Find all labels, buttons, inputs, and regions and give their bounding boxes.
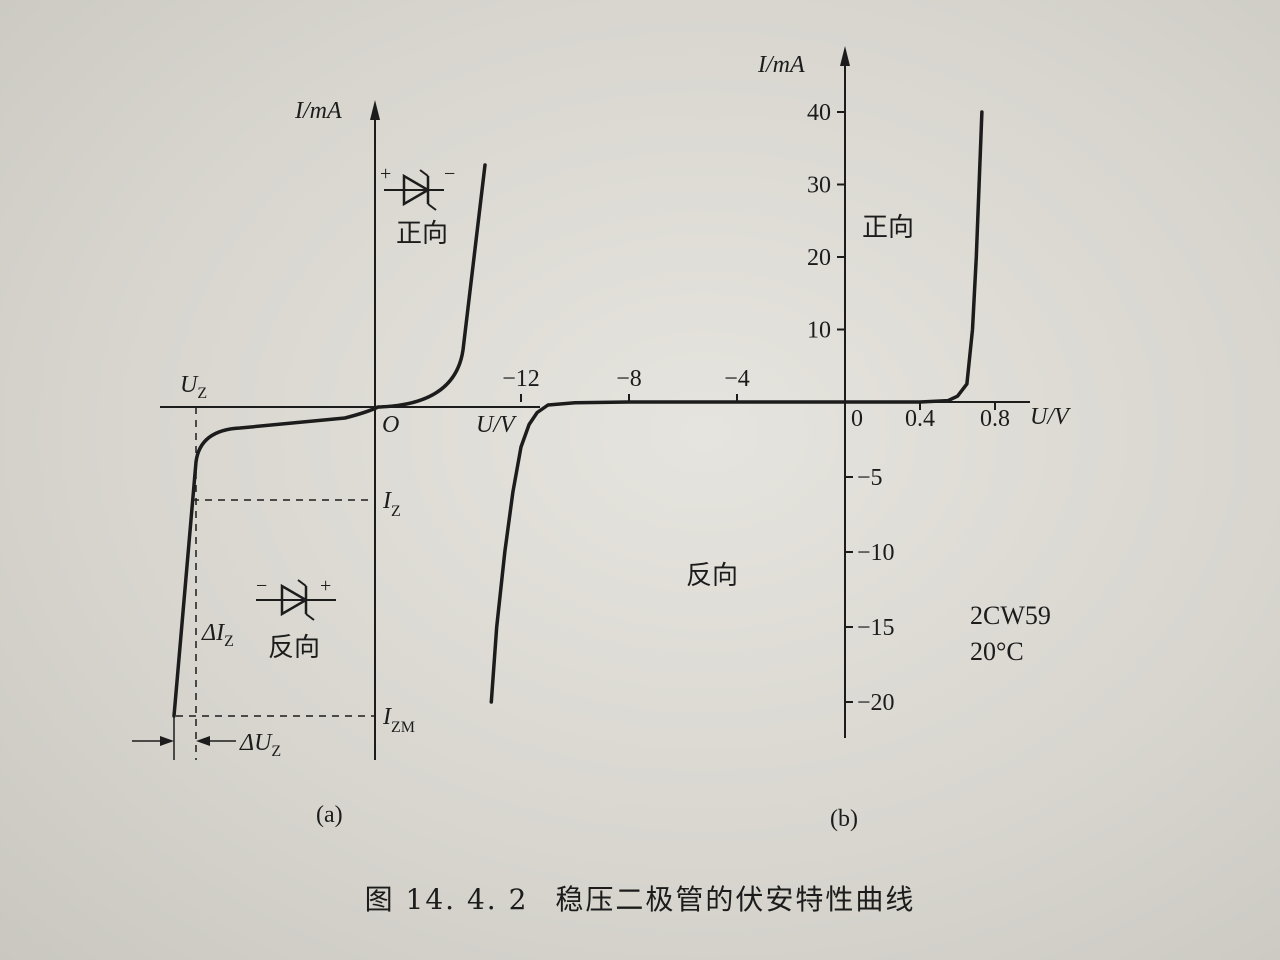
panel-a-iz-label: IZ bbox=[382, 488, 401, 520]
panel-a-forward-label: 正向 bbox=[396, 219, 448, 249]
panel-a-reverse-plus: + bbox=[320, 575, 331, 597]
panel-a-delta-uz-arrowhead-left bbox=[160, 736, 174, 746]
panel-a-panel-label: (a) bbox=[316, 802, 343, 828]
y-tick-label: −15 bbox=[857, 615, 895, 641]
y-tick-label: 20 bbox=[807, 245, 831, 271]
x-tick-label: 0 bbox=[851, 406, 863, 432]
panel-a-y-label: I/mA bbox=[294, 98, 342, 124]
panel-b-ticks: −12 −8 −4 0 0.4 0.8 10 20 30 40 −5 −10 −15 −20 bbox=[502, 100, 1010, 716]
panel-b-model-label: 2CW59 bbox=[970, 601, 1051, 630]
x-tick-label: −8 bbox=[616, 366, 642, 392]
panel-a-reverse-diode-icon bbox=[256, 579, 336, 621]
panel-a-curve bbox=[172, 163, 487, 718]
panel-b-x-label: U/V bbox=[1030, 404, 1071, 430]
panel-b-panel-label: (b) bbox=[830, 806, 858, 832]
panel-b: I/mA U/V 正向 反向 2CW59 20°C −12 −8 −4 0 0.4 0.8… bbox=[489, 46, 1071, 832]
x-tick-label: 0.8 bbox=[980, 406, 1010, 432]
panel-a-forward-diode-icon bbox=[384, 169, 444, 211]
y-tick-label: −10 bbox=[857, 540, 895, 566]
figure-caption: 图 14. 4. 2 稳压二极管的伏安特性曲线 bbox=[0, 878, 1280, 918]
x-tick-label: −4 bbox=[724, 366, 750, 392]
caption-title: 稳压二极管的伏安特性曲线 bbox=[555, 883, 916, 916]
panel-a-delta-iz-label: ΔIZ bbox=[201, 620, 234, 650]
x-tick-label: −12 bbox=[502, 366, 540, 392]
panel-b-curve bbox=[489, 110, 984, 704]
panel-a-delta-uz-arrowhead-right bbox=[196, 736, 210, 746]
panel-a-reverse-label: 反向 bbox=[268, 633, 320, 663]
panel-a: I/mA U/V O UZ IZ IZM ΔIZ ΔUZ + − 正向 bbox=[132, 98, 540, 828]
panel-b-reverse-label: 反向 bbox=[686, 561, 738, 591]
panel-a-forward-minus: − bbox=[444, 163, 455, 185]
panel-b-y-arrow bbox=[840, 46, 850, 66]
panel-b-temp-label: 20°C bbox=[970, 637, 1024, 666]
panel-a-forward-plus: + bbox=[380, 163, 391, 185]
y-tick-label: 30 bbox=[807, 173, 831, 199]
panel-a-origin: O bbox=[382, 412, 399, 438]
caption-number: 图 14. 4. 2 bbox=[364, 883, 529, 916]
panel-b-y-label: I/mA bbox=[757, 52, 805, 78]
panel-a-uz-label: UZ bbox=[180, 372, 207, 402]
y-tick-label: 40 bbox=[807, 100, 831, 126]
y-tick-label: −5 bbox=[857, 465, 883, 491]
panel-b-forward-label: 正向 bbox=[862, 213, 914, 243]
y-tick-label: 10 bbox=[807, 318, 831, 344]
x-tick-label: 0.4 bbox=[905, 406, 935, 432]
panel-a-reverse-minus: − bbox=[256, 575, 267, 597]
panel-a-y-arrow bbox=[370, 100, 380, 120]
panel-a-delta-uz-label: ΔUZ bbox=[239, 730, 281, 760]
panel-a-izm-label: IZM bbox=[382, 704, 415, 736]
panel-a-x-label: U/V bbox=[476, 412, 517, 438]
y-tick-label: −20 bbox=[857, 690, 895, 716]
